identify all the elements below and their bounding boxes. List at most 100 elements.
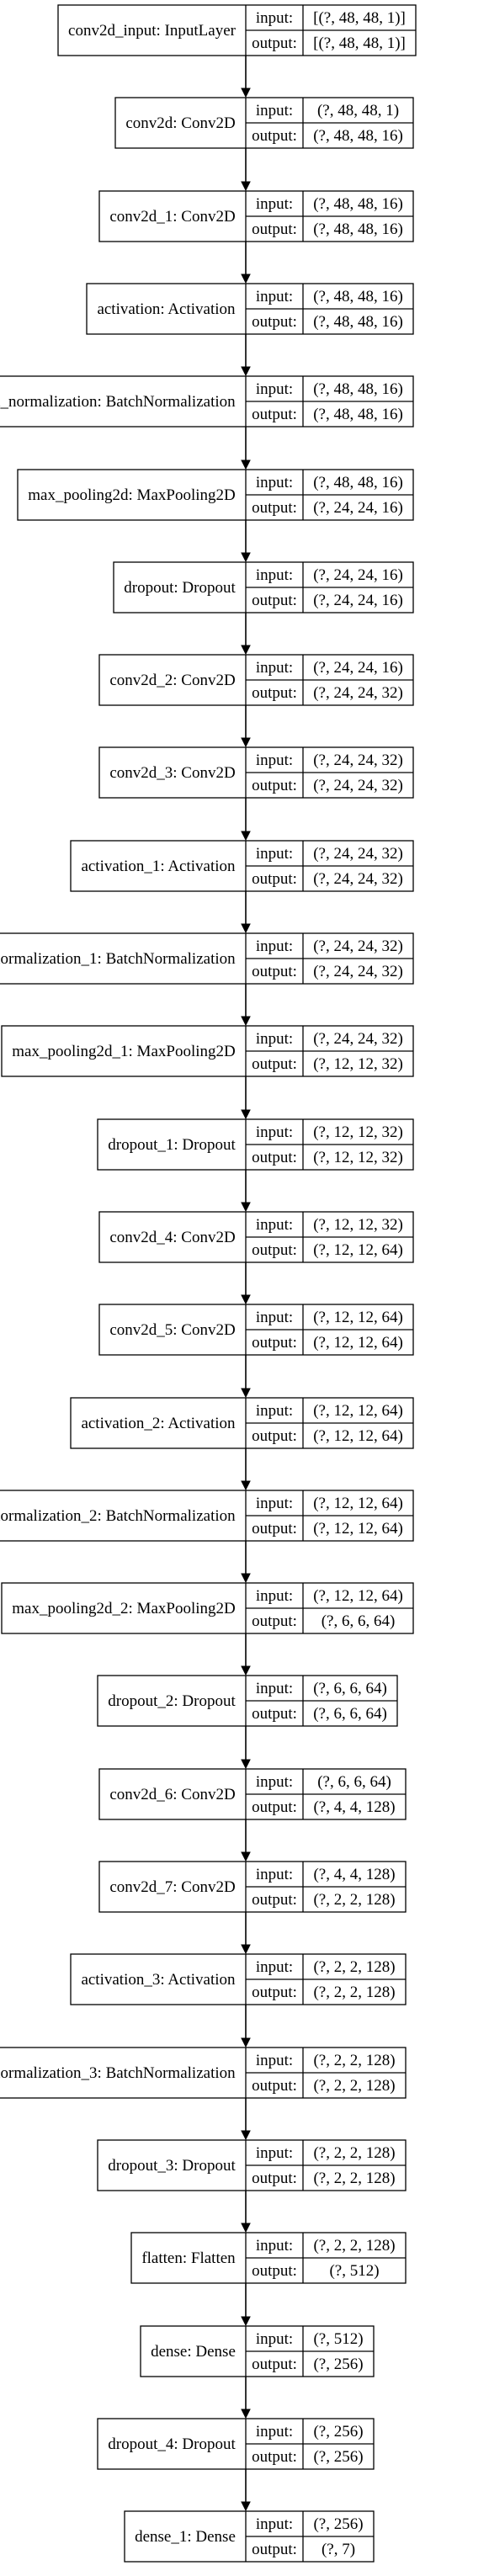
edge-arrow — [241, 1633, 251, 1676]
arrow-head — [241, 2501, 251, 2512]
input-label: input: — [256, 845, 293, 863]
nodes-layer: conv2d_input: InputLayer input: output: [(?… — [0, 4, 417, 2563]
arrow-head — [241, 2316, 251, 2327]
input-label: input: — [256, 474, 293, 491]
output-label: output: — [252, 1520, 297, 1538]
edge-arrow — [241, 1912, 251, 1955]
edge-arrow — [241, 242, 251, 284]
output-label: output: — [252, 1984, 297, 2001]
input-label: input: — [256, 1680, 293, 1697]
arrow-head — [241, 1480, 251, 1491]
output-shape: (?, 12, 12, 64) — [313, 1241, 403, 1259]
arrow-head — [241, 1665, 251, 1676]
input-label: input: — [256, 1030, 293, 1048]
arrow-head — [241, 274, 251, 284]
output-label: output: — [252, 220, 297, 238]
output-shape: (?, 2, 2, 128) — [313, 1984, 395, 2001]
input-shape: (?, 48, 48, 16) — [313, 380, 403, 398]
layer-node: conv2d_7: Conv2D input: output: (?, 4, 4, 1… — [98, 1861, 407, 1913]
layer-node: activation_2: Activation input: output: (?,… — [70, 1397, 414, 1449]
edge-arrow — [241, 2377, 251, 2419]
input-shape: (?, 24, 24, 16) — [313, 566, 403, 584]
output-label: output: — [252, 1705, 297, 1723]
edge-arrow — [241, 2098, 251, 2141]
input-shape: (?, 256) — [313, 2515, 363, 2533]
input-label: input: — [256, 1587, 293, 1605]
arrow-head — [241, 831, 251, 842]
output-label: output: — [252, 1891, 297, 1909]
layer-node: dense_1: Dense input: output: (?, 256) (?, 7… — [124, 2510, 375, 2563]
arrow-head — [241, 88, 251, 98]
input-label: input: — [256, 9, 293, 27]
output-shape: (?, 7) — [322, 2541, 355, 2558]
layer-name: conv2d_2: Conv2D — [109, 672, 235, 689]
input-label: input: — [256, 2237, 293, 2255]
layer-node: dropout_3: Dropout input: output: (?, 2, 2,… — [97, 2139, 407, 2191]
input-label: input: — [256, 659, 293, 677]
input-shape: (?, 2, 2, 128) — [313, 2237, 395, 2255]
output-shape: (?, 6, 6, 64) — [322, 1612, 396, 1630]
layer-node: batch_normalization_2: BatchNormalizatio… — [0, 1490, 414, 1542]
input-label: input: — [256, 1866, 293, 1883]
layer-name: conv2d_1: Conv2D — [109, 208, 235, 226]
output-label: output: — [252, 777, 297, 794]
edge-arrow — [241, 1448, 251, 1491]
layer-node: max_pooling2d: MaxPooling2D input: output:… — [17, 469, 414, 521]
output-label: output: — [252, 127, 297, 145]
layer-name: dense_1: Dense — [135, 2528, 236, 2546]
input-shape: (?, 48, 48, 16) — [313, 288, 403, 305]
input-shape: (?, 48, 48, 16) — [313, 474, 403, 491]
edge-arrow — [241, 427, 251, 470]
input-shape: (?, 512) — [313, 2330, 363, 2348]
edge-arrow — [241, 1819, 251, 1862]
input-shape: (?, 12, 12, 32) — [313, 1216, 403, 1234]
layer-node: dropout_4: Dropout input: output: (?, 256) (… — [97, 2418, 375, 2470]
edge-arrow — [241, 56, 251, 98]
layer-name: max_pooling2d_1: MaxPooling2D — [12, 1043, 235, 1060]
output-shape: (?, 24, 24, 32) — [313, 777, 403, 794]
layer-node: conv2d_5: Conv2D input: output: (?, 12, 12,… — [98, 1304, 414, 1356]
output-shape: (?, 256) — [313, 2356, 363, 2373]
input-label: input: — [256, 1216, 293, 1234]
output-label: output: — [252, 313, 297, 331]
arrow-head — [241, 1202, 251, 1213]
output-shape: (?, 12, 12, 64) — [313, 1520, 403, 1538]
input-shape: [(?, 48, 48, 1)] — [313, 9, 406, 27]
edge-arrow — [241, 520, 251, 563]
arrow-head — [241, 2130, 251, 2141]
layer-name: activation_3: Activation — [81, 1971, 236, 1989]
output-label: output: — [252, 2541, 297, 2558]
arrow-head — [241, 181, 251, 192]
edge-arrow — [241, 798, 251, 842]
layer-node: activation: Activation input: output: (?, 4… — [86, 283, 414, 335]
input-shape: (?, 4, 4, 128) — [313, 1866, 395, 1883]
output-shape: (?, 48, 48, 16) — [313, 127, 403, 145]
arrow-head — [241, 645, 251, 656]
arrow-head — [241, 1388, 251, 1399]
input-label: input: — [256, 566, 293, 584]
layer-node: dropout_1: Dropout input: output: (?, 12, 1… — [97, 1118, 414, 1171]
layer-name: conv2d: Conv2D — [125, 114, 235, 132]
input-shape: (?, 12, 12, 64) — [313, 1587, 403, 1605]
output-label: output: — [252, 2448, 297, 2466]
input-label: input: — [256, 1958, 293, 1976]
edge-arrow — [241, 613, 251, 656]
input-shape: (?, 12, 12, 64) — [313, 1309, 403, 1326]
arrow-head — [241, 1294, 251, 1305]
output-shape: (?, 24, 24, 32) — [313, 963, 403, 980]
output-shape: (?, 48, 48, 16) — [313, 313, 403, 331]
input-shape: (?, 24, 24, 32) — [313, 937, 403, 955]
output-label: output: — [252, 1427, 297, 1445]
output-shape: (?, 6, 6, 64) — [313, 1705, 387, 1723]
layer-name: batch_normalization_2: BatchNormalizatio… — [0, 1507, 236, 1525]
input-label: input: — [256, 2423, 293, 2441]
layer-node: conv2d_6: Conv2D input: output: (?, 6, 6, 6… — [98, 1768, 407, 1820]
edge-arrow — [241, 1076, 251, 1120]
edge-arrow — [241, 1355, 251, 1399]
output-label: output: — [252, 1055, 297, 1073]
output-shape: (?, 12, 12, 64) — [313, 1427, 403, 1445]
arrow-head — [241, 2409, 251, 2419]
input-label: input: — [256, 2330, 293, 2348]
output-label: output: — [252, 499, 297, 517]
layer-name: dropout_2: Dropout — [108, 1692, 236, 1710]
